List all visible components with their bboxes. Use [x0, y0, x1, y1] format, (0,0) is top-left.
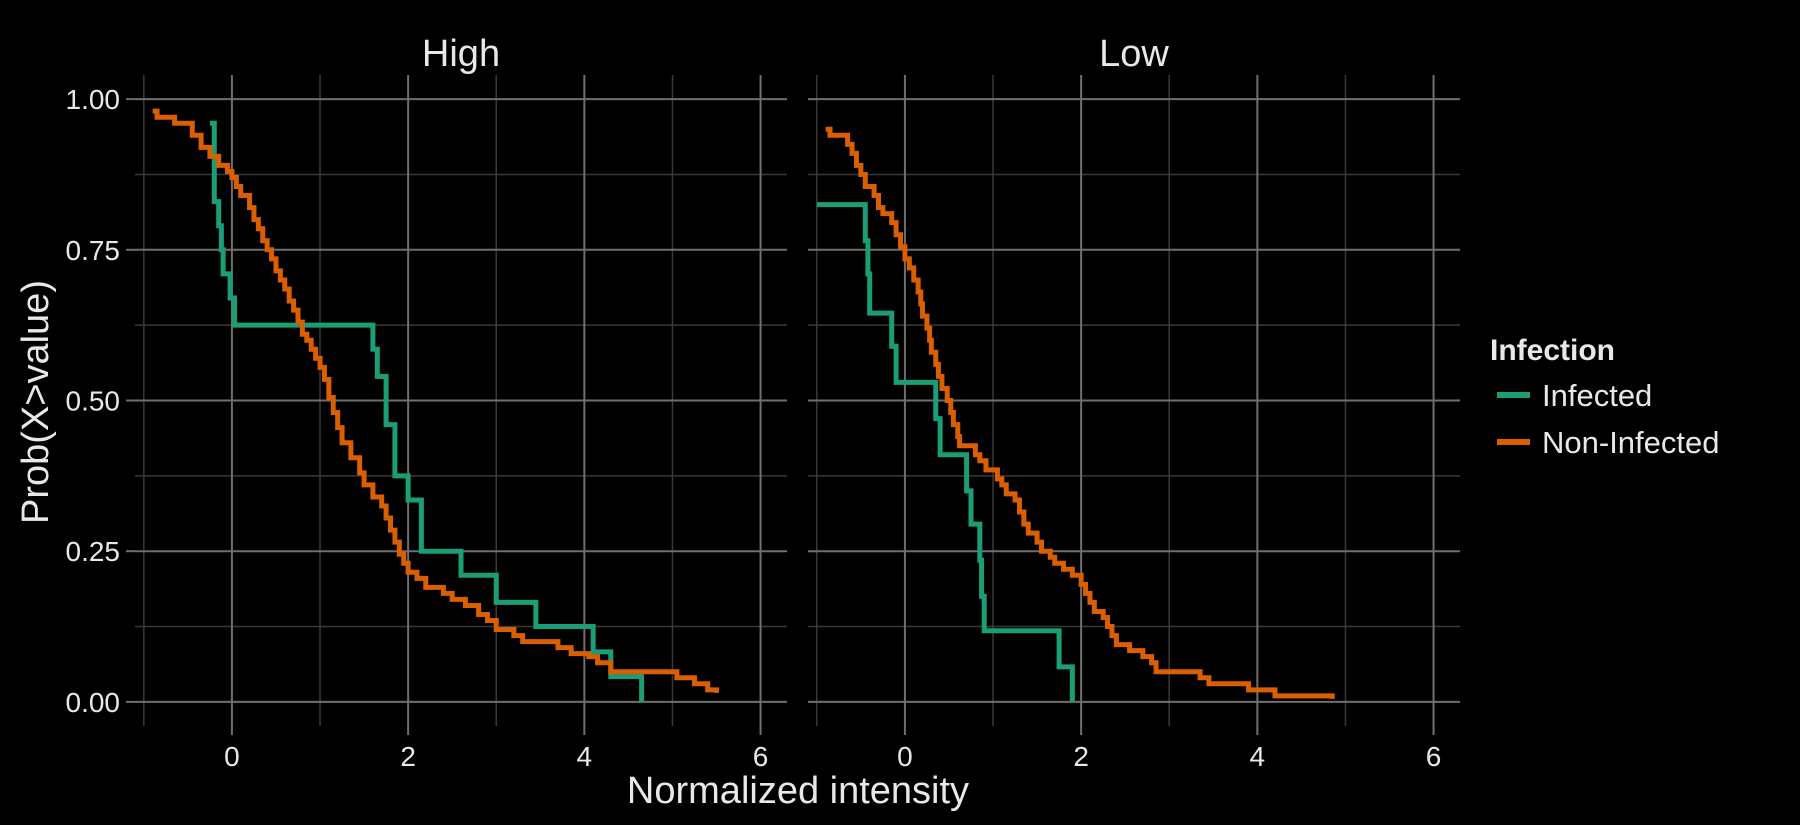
- legend-title: Infection: [1490, 334, 1615, 367]
- y-tick-label: 0.00: [66, 687, 121, 718]
- x-tick-label: 2: [400, 741, 416, 772]
- y-axis-title: Prob(X>value): [15, 280, 57, 524]
- facet-high: 0 2 4 6 0.00 0.25 0.50 0.75 1.00 High: [66, 33, 787, 772]
- x-tick-label: 6: [753, 741, 769, 772]
- series-non-infected-high: [152, 108, 720, 693]
- x-tick-label: 0: [897, 741, 913, 772]
- facet-title: High: [422, 33, 500, 75]
- x-tick-label: 6: [1426, 741, 1442, 772]
- y-tick-label: 0.50: [66, 386, 121, 417]
- y-tick-label: 0.25: [66, 536, 121, 567]
- x-tick-label: 0: [224, 741, 240, 772]
- x-axis-title: Normalized intensity: [627, 770, 969, 812]
- y-tick-label: 0.75: [66, 235, 121, 266]
- facet-title: Low: [1099, 33, 1169, 75]
- series-infected-low: [816, 202, 1075, 702]
- legend-label-non-infected: Non-Infected: [1542, 425, 1720, 460]
- y-tick-label: 1.00: [66, 84, 121, 115]
- x-tick-label: 4: [577, 741, 593, 772]
- legend-label-infected: Infected: [1542, 378, 1652, 413]
- facet-panels: 0 2 4 6 0.00 0.25 0.50 0.75 1.00 High 0 2 4 6 Low: [66, 33, 1460, 772]
- x-tick-label: 4: [1250, 741, 1266, 772]
- series-infected-high: [209, 120, 645, 702]
- series-non-infected-low: [825, 126, 1335, 699]
- facet-low: 0 2 4 6 Low: [808, 33, 1460, 772]
- legend: Infection Infected Non-Infected: [1490, 334, 1720, 460]
- x-tick-label: 2: [1073, 741, 1089, 772]
